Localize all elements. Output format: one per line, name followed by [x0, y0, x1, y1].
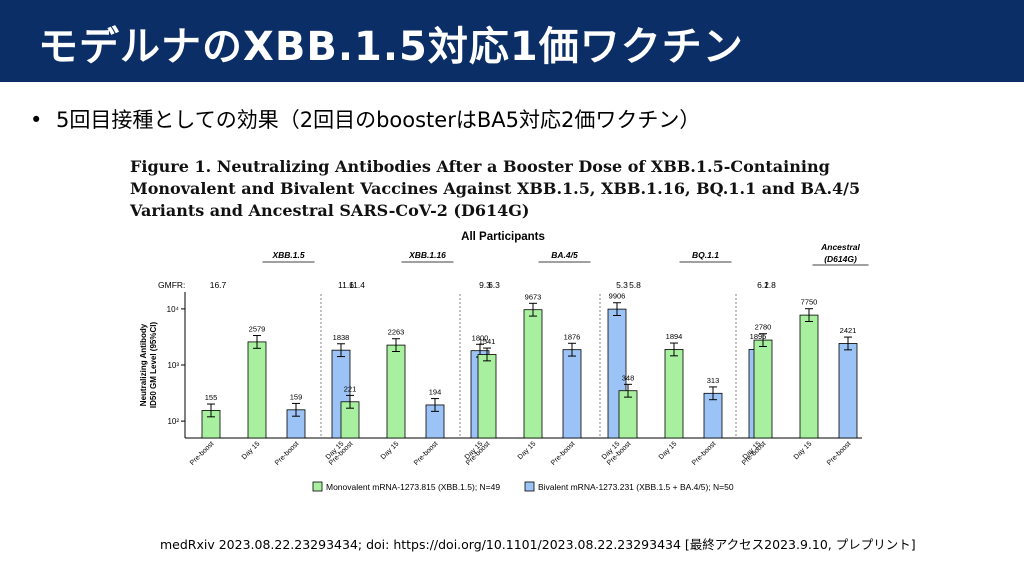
antibody-chart: All Participants Neutralizing AntibodyID5… [139, 231, 869, 492]
bullet-text: 5回目接種としての効果（2回目のboosterはBA5対応2価ワクチン） [56, 108, 701, 132]
bar [247, 341, 267, 439]
group-header: XBB.1.16 [408, 250, 446, 260]
citation: medRxiv 2023.08.22.23293434; doi: https:… [160, 537, 916, 552]
y-axis-label: Neutralizing AntibodyID50 GM Level (95%C… [139, 322, 158, 409]
bar-value-label: 1895 [750, 332, 767, 341]
bar [562, 349, 582, 439]
bar [477, 354, 497, 439]
x-tick-label: Day 15 [658, 440, 679, 461]
bar [618, 390, 638, 439]
bar-value-label: 348 [622, 373, 635, 382]
x-tick-label: Day 15 [517, 440, 538, 461]
bar-value-label: 9906 [609, 292, 626, 301]
bar [799, 314, 819, 439]
bar-value-label: 1800 [472, 333, 489, 342]
bar-value-label: 2421 [840, 326, 857, 335]
bar [523, 309, 543, 439]
x-tick-label: Day 15 [241, 440, 262, 461]
group-header: BQ.1.1 [692, 250, 719, 260]
bullet-point: • 5回目接種としての効果（2回目のboosterはBA5対応2価ワクチン） [30, 104, 700, 134]
bar-value-label: 155 [205, 393, 218, 402]
bar [838, 343, 858, 439]
bar-value-label: 313 [707, 376, 720, 385]
x-tick-label: Day 15 [380, 440, 401, 461]
gmfr-value: 11.4 [349, 280, 365, 290]
bar [753, 339, 773, 439]
x-tick-label: Pre-boost [550, 440, 576, 466]
chart-title: All Participants [461, 231, 545, 243]
bar-value-label: 194 [429, 388, 442, 397]
bullet-marker: • [30, 108, 43, 132]
x-tick-label: Pre-boost [189, 440, 215, 466]
gmfr-value: 11.6 [338, 280, 354, 290]
gmfr-value: 16.7 [210, 280, 227, 290]
title-bar [0, 0, 1024, 82]
group-header: BA.4/5 [551, 250, 578, 260]
bar-value-label: 9673 [525, 292, 542, 301]
legend-label-monovalent: Monovalent mRNA-1273.815 (XBB.1.5); N=49 [326, 482, 500, 492]
x-tick-label: Pre-boost [413, 440, 439, 466]
x-tick-label: Pre-boost [274, 440, 300, 466]
x-tick-label: Pre-boost [691, 440, 717, 466]
x-tick-label: Pre-boost [826, 440, 852, 466]
bar-value-label: 1541 [479, 337, 496, 346]
legend-label-bivalent: Bivalent mRNA-1273.231 (XBB.1.5 + BA.4/5… [538, 482, 734, 492]
group-header: XBB.1.5 [271, 250, 304, 260]
bar [386, 344, 406, 439]
slide-title: モデルナのXBB.1.5対応1価ワクチン [38, 24, 744, 70]
bar-value-label: 2579 [249, 325, 266, 334]
gmfr-value: 2.8 [764, 280, 776, 290]
group-header: Ancestral [820, 242, 860, 252]
figure-caption: Figure 1. Neutralizing Antibodies After … [130, 157, 861, 220]
bar-value-label: 7750 [801, 298, 818, 307]
x-tick-label: Day 15 [793, 440, 814, 461]
bar-value-label: 1876 [564, 332, 581, 341]
bar-value-label: 159 [290, 392, 303, 401]
group-header-sub: (D614G) [824, 254, 857, 264]
bar-value-label: 2263 [388, 328, 405, 337]
legend-swatch-monovalent [312, 481, 323, 492]
bar-value-label: 221 [344, 384, 357, 393]
y-tick-label: 10⁴ [167, 305, 180, 314]
gmfr-value: 6.3 [488, 280, 500, 290]
y-tick-label: 10³ [167, 361, 179, 370]
bar-value-label: 2780 [755, 323, 772, 332]
bar [664, 349, 684, 439]
gmfr-value: 5.8 [629, 280, 641, 290]
gmfr-value: 6.1 [757, 280, 769, 290]
gmfr-label: GMFR: [158, 280, 185, 290]
gmfr-value: 9.3 [479, 280, 491, 290]
legend-swatch-bivalent [524, 481, 535, 492]
bar-value-label: 1838 [333, 333, 350, 342]
y-tick-label: 10² [167, 417, 179, 426]
bar-value-label: 1894 [666, 332, 683, 341]
gmfr-value: 5.3 [616, 280, 628, 290]
